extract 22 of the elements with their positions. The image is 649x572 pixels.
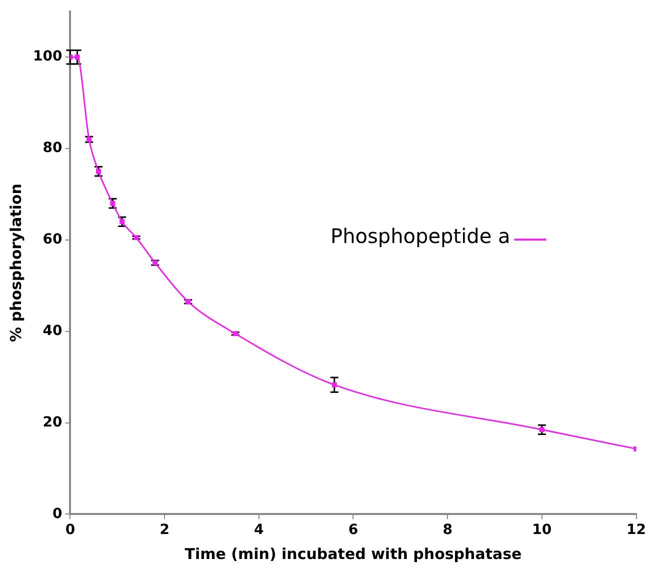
point — [332, 382, 337, 388]
y-tick-label: 0 — [52, 506, 62, 522]
point — [232, 331, 238, 336]
point — [152, 260, 158, 266]
x-tick-label: 4 — [254, 522, 264, 538]
line-series — [70, 54, 636, 452]
x-axis-title: Time (min) incubated with phosphatase — [184, 544, 522, 563]
y-tick-label: 60 — [42, 232, 62, 248]
y-tick-label: 100 — [32, 48, 62, 65]
y-tick-label: 40 — [42, 323, 62, 340]
x-tick-label: 8 — [442, 522, 452, 538]
y-tick-label: 80 — [42, 140, 62, 156]
point — [186, 299, 191, 304]
y-axis-title: % phosphorylation — [6, 184, 25, 342]
x-tick-label: 2 — [160, 522, 170, 538]
point — [74, 54, 80, 60]
legend-label: Phosphopeptide a — [330, 224, 510, 248]
x-tick-label: 0 — [65, 522, 76, 538]
x-tick-label: 10 — [532, 522, 552, 538]
x-tick-label: 6 — [348, 522, 358, 538]
y-tick-label: 20 — [42, 414, 62, 430]
x-tick-label: 12 — [626, 522, 646, 538]
